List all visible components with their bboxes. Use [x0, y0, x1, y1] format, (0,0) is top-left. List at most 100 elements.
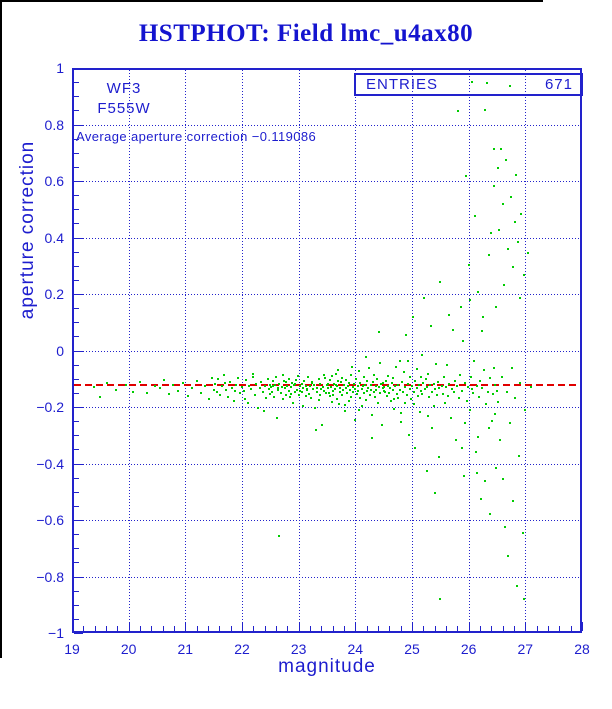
y-tick-label: −1 — [48, 625, 64, 641]
y-tick — [74, 407, 83, 408]
y-tick — [74, 265, 79, 267]
data-point — [379, 383, 382, 386]
y-tick — [74, 392, 79, 394]
data-point — [517, 455, 520, 458]
x-tick-label: 19 — [64, 641, 80, 657]
data-point — [437, 456, 440, 459]
data-point — [483, 109, 486, 112]
data-point — [222, 374, 225, 377]
data-point — [177, 389, 179, 392]
data-point — [333, 388, 336, 391]
data-point — [500, 376, 503, 379]
data-point — [424, 378, 427, 381]
data-point — [293, 391, 296, 394]
data-point — [484, 480, 487, 482]
y-tick-label: 0.8 — [44, 116, 64, 133]
data-point — [350, 365, 353, 368]
data-point — [448, 314, 451, 317]
data-point — [314, 429, 317, 432]
y-tick — [74, 505, 79, 507]
data-point — [256, 406, 259, 409]
x-tick — [332, 626, 334, 631]
data-point — [263, 385, 266, 388]
data-point — [335, 397, 338, 400]
data-point — [340, 381, 343, 384]
data-point — [305, 384, 307, 387]
x-tick — [344, 626, 345, 631]
data-point — [509, 422, 511, 425]
data-point — [436, 381, 439, 384]
x-tick — [378, 626, 379, 631]
data-point — [211, 377, 213, 380]
data-point — [511, 266, 514, 269]
data-point — [477, 435, 480, 438]
entries-label: ENTRIES — [366, 76, 439, 93]
data-point — [342, 389, 345, 392]
data-point — [438, 281, 441, 284]
data-point — [503, 284, 506, 286]
y-tick — [74, 294, 83, 295]
y-tick — [74, 350, 83, 352]
data-point — [527, 252, 530, 254]
data-point — [365, 399, 368, 402]
data-point — [524, 409, 527, 412]
data-point — [294, 378, 297, 381]
data-point — [385, 395, 388, 398]
entries-box: ENTRIES 671 — [354, 73, 583, 96]
data-point — [335, 384, 338, 386]
data-point — [336, 380, 339, 382]
gridline-horizontal — [74, 124, 580, 126]
data-point — [486, 390, 489, 393]
data-point — [349, 388, 352, 391]
data-point — [492, 367, 495, 369]
data-point — [309, 385, 311, 388]
y-tick — [74, 449, 79, 451]
data-point — [320, 387, 323, 390]
x-tick-label: 20 — [120, 641, 137, 657]
data-point — [167, 393, 170, 396]
data-point — [191, 387, 194, 390]
data-point — [299, 389, 302, 392]
x-tick — [502, 626, 504, 631]
x-tick — [468, 622, 470, 631]
y-tick — [74, 421, 79, 423]
data-point — [258, 387, 261, 390]
data-point — [195, 380, 198, 382]
data-point — [432, 382, 435, 385]
data-point — [416, 367, 419, 370]
y-tick — [74, 633, 83, 634]
data-point — [399, 412, 402, 415]
data-point — [406, 360, 409, 363]
data-point — [427, 372, 430, 375]
x-tick — [559, 626, 561, 631]
y-tick — [74, 534, 79, 536]
x-tick — [276, 626, 277, 631]
data-point — [229, 381, 232, 384]
data-point — [273, 383, 276, 386]
data-point — [288, 377, 290, 380]
data-point — [366, 390, 369, 393]
data-point — [354, 378, 357, 380]
gridline-horizontal — [74, 294, 580, 295]
y-tick — [74, 590, 79, 592]
data-point — [262, 410, 265, 413]
data-point — [408, 387, 411, 390]
data-point — [286, 384, 289, 387]
x-tick-label: 28 — [574, 641, 590, 657]
data-point — [297, 393, 300, 396]
data-point — [357, 389, 360, 392]
data-point — [464, 421, 467, 424]
data-point — [234, 389, 237, 392]
x-tick — [208, 626, 209, 631]
data-point — [241, 385, 243, 388]
y-tick-label: 0.2 — [44, 286, 64, 302]
data-point — [243, 398, 246, 401]
y-tick — [74, 336, 79, 338]
data-point — [513, 221, 516, 223]
data-point — [311, 388, 314, 391]
data-point — [514, 397, 517, 399]
data-point — [277, 534, 280, 537]
data-point — [282, 380, 285, 382]
data-point — [460, 447, 463, 449]
data-point — [302, 386, 305, 389]
